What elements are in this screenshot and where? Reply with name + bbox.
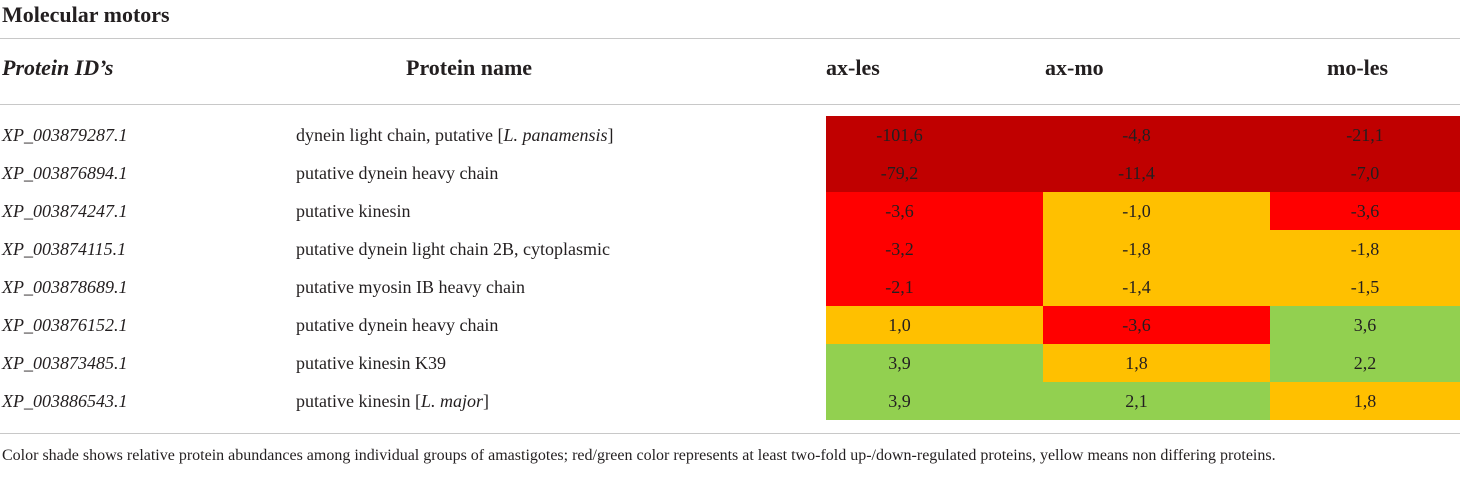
heat-cell-mo-les: -1,8 xyxy=(1270,230,1460,268)
table-row: XP_003879287.1 dynein light chain, putati… xyxy=(0,116,1460,154)
protein-name-cell: putative kinesin xyxy=(296,192,410,230)
fold-change-value: -2,1 xyxy=(885,277,914,297)
fold-change-value: -1,4 xyxy=(1122,277,1151,297)
heat-cell-ax-les: -3,6 xyxy=(826,192,1043,230)
heat-cell-ax-mo: -3,6 xyxy=(1043,306,1270,344)
table-row: XP_003874115.1 putative dynein light chai… xyxy=(0,230,1460,268)
protein-name-text: putative dynein light chain 2B, cytoplas… xyxy=(296,239,610,259)
heat-cell-ax-les: 3,9 xyxy=(826,382,1043,420)
protein-id-cell: XP_003879287.1 xyxy=(2,125,128,145)
protein-id-cell: XP_003873485.1 xyxy=(2,353,128,373)
header-ax-mo: ax-mo xyxy=(1045,55,1104,80)
fold-change-value: 2,2 xyxy=(1353,353,1377,373)
heat-cell-ax-les: -79,2 xyxy=(826,154,1043,192)
header-protein-id: Protein ID’s xyxy=(2,55,114,80)
protein-name-cell: putative kinesin K39 xyxy=(296,344,446,382)
table-row: XP_003878689.1 putative myosin IB heavy c… xyxy=(0,268,1460,306)
heat-cell-ax-mo: -1,4 xyxy=(1043,268,1270,306)
header-rule xyxy=(0,104,1460,105)
fold-change-value: 3,9 xyxy=(888,391,911,411)
fold-change-value: -3,6 xyxy=(885,201,914,221)
fold-change-value: -1,0 xyxy=(1122,201,1151,221)
protein-id-cell: XP_003876152.1 xyxy=(2,315,128,335)
fold-change-value: -11,4 xyxy=(1118,163,1155,183)
protein-name-cell: putative kinesin [L. major] xyxy=(296,382,489,420)
heat-cell-ax-mo: 1,8 xyxy=(1043,344,1270,382)
protein-name-text: putative dynein heavy chain xyxy=(296,163,499,183)
table-footnote: Color shade shows relative protein abund… xyxy=(2,447,1276,464)
fold-change-value: 1,0 xyxy=(888,315,911,335)
fold-change-value: 3,6 xyxy=(1353,315,1377,335)
protein-name-cell: dynein light chain, putative [L. panamen… xyxy=(296,116,613,154)
fold-change-value: 2,1 xyxy=(1125,391,1148,411)
heat-cell-mo-les: -3,6 xyxy=(1270,192,1460,230)
heat-cell-mo-les: -21,1 xyxy=(1270,116,1460,154)
heat-cell-ax-les: 1,0 xyxy=(826,306,1043,344)
table-title: Molecular motors xyxy=(2,2,170,27)
protein-id-cell: XP_003878689.1 xyxy=(2,277,128,297)
header-mo-les: mo-les xyxy=(1327,55,1389,80)
protein-name-text: ] xyxy=(483,391,489,411)
heat-cell-ax-mo: -11,4 xyxy=(1043,154,1270,192)
heat-cell-mo-les: -7,0 xyxy=(1270,154,1460,192)
heat-cell-ax-les: -101,6 xyxy=(826,116,1043,154)
heat-cell-ax-les: 3,9 xyxy=(826,344,1043,382)
heat-cell-ax-mo: -1,0 xyxy=(1043,192,1270,230)
fold-change-value: 1,8 xyxy=(1125,353,1148,373)
table-row: XP_003876894.1 putative dynein heavy chai… xyxy=(0,154,1460,192)
species-name: L. panamensis xyxy=(503,125,608,145)
protein-name-text: putative dynein heavy chain xyxy=(296,315,499,335)
protein-name-cell: putative dynein light chain 2B, cytoplas… xyxy=(296,230,610,268)
protein-id-cell: XP_003886543.1 xyxy=(2,391,128,411)
bottom-rule xyxy=(0,433,1460,434)
protein-name-cell: putative dynein heavy chain xyxy=(296,306,498,344)
protein-name-text: putative kinesin xyxy=(296,201,411,221)
table-row: XP_003876152.1 putative dynein heavy chai… xyxy=(0,306,1460,344)
protein-name-text: putative kinesin [ xyxy=(296,391,421,411)
protein-name-text: putative myosin IB heavy chain xyxy=(296,277,525,297)
fold-change-value: -1,8 xyxy=(1122,239,1151,259)
fold-change-value: -1,8 xyxy=(1350,239,1380,259)
protein-name-text: ] xyxy=(607,125,614,145)
fold-change-value: -3,6 xyxy=(1350,201,1380,221)
top-rule xyxy=(0,38,1460,39)
table-row: XP_003873485.1 putative kinesin K39 3,9 1,8… xyxy=(0,344,1460,382)
fold-change-value: -79,2 xyxy=(880,163,919,183)
protein-name-text: dynein light chain, putative [ xyxy=(296,125,504,145)
heat-cell-mo-les: 2,2 xyxy=(1270,344,1460,382)
fold-change-value: 3,9 xyxy=(888,353,911,373)
fold-change-value: -4,8 xyxy=(1122,125,1151,145)
fold-change-value: -101,6 xyxy=(876,125,923,145)
heat-cell-ax-les: -3,2 xyxy=(826,230,1043,268)
heat-cell-mo-les: 3,6 xyxy=(1270,306,1460,344)
species-name: L. major xyxy=(420,391,483,411)
fold-change-value: -3,2 xyxy=(885,239,914,259)
protein-name-cell: putative dynein heavy chain xyxy=(296,154,498,192)
fold-change-value: 1,8 xyxy=(1353,391,1377,411)
heat-cell-mo-les: -1,5 xyxy=(1270,268,1460,306)
heat-cell-ax-mo: 2,1 xyxy=(1043,382,1270,420)
fold-change-value: -3,6 xyxy=(1122,315,1151,335)
heat-cell-ax-les: -2,1 xyxy=(826,268,1043,306)
protein-id-cell: XP_003876894.1 xyxy=(2,163,128,183)
protein-id-cell: XP_003874247.1 xyxy=(2,201,128,221)
header-protein-name: Protein name xyxy=(406,55,533,80)
table-row: XP_003886543.1 putative kinesin [L. major… xyxy=(0,382,1460,420)
protein-name-cell: putative myosin IB heavy chain xyxy=(296,268,525,306)
protein-name-text: putative kinesin K39 xyxy=(296,353,446,373)
heat-cell-ax-mo: -4,8 xyxy=(1043,116,1270,154)
fold-change-value: -1,5 xyxy=(1350,277,1380,297)
protein-id-cell: XP_003874115.1 xyxy=(2,239,127,259)
fold-change-value: -7,0 xyxy=(1350,163,1380,183)
heat-cell-ax-mo: -1,8 xyxy=(1043,230,1270,268)
header-ax-les: ax-les xyxy=(826,55,880,80)
heat-cell-mo-les: 1,8 xyxy=(1270,382,1460,420)
table-row: XP_003874247.1 putative kinesin -3,6 -1,0 -3… xyxy=(0,192,1460,230)
fold-change-value: -21,1 xyxy=(1346,125,1384,145)
